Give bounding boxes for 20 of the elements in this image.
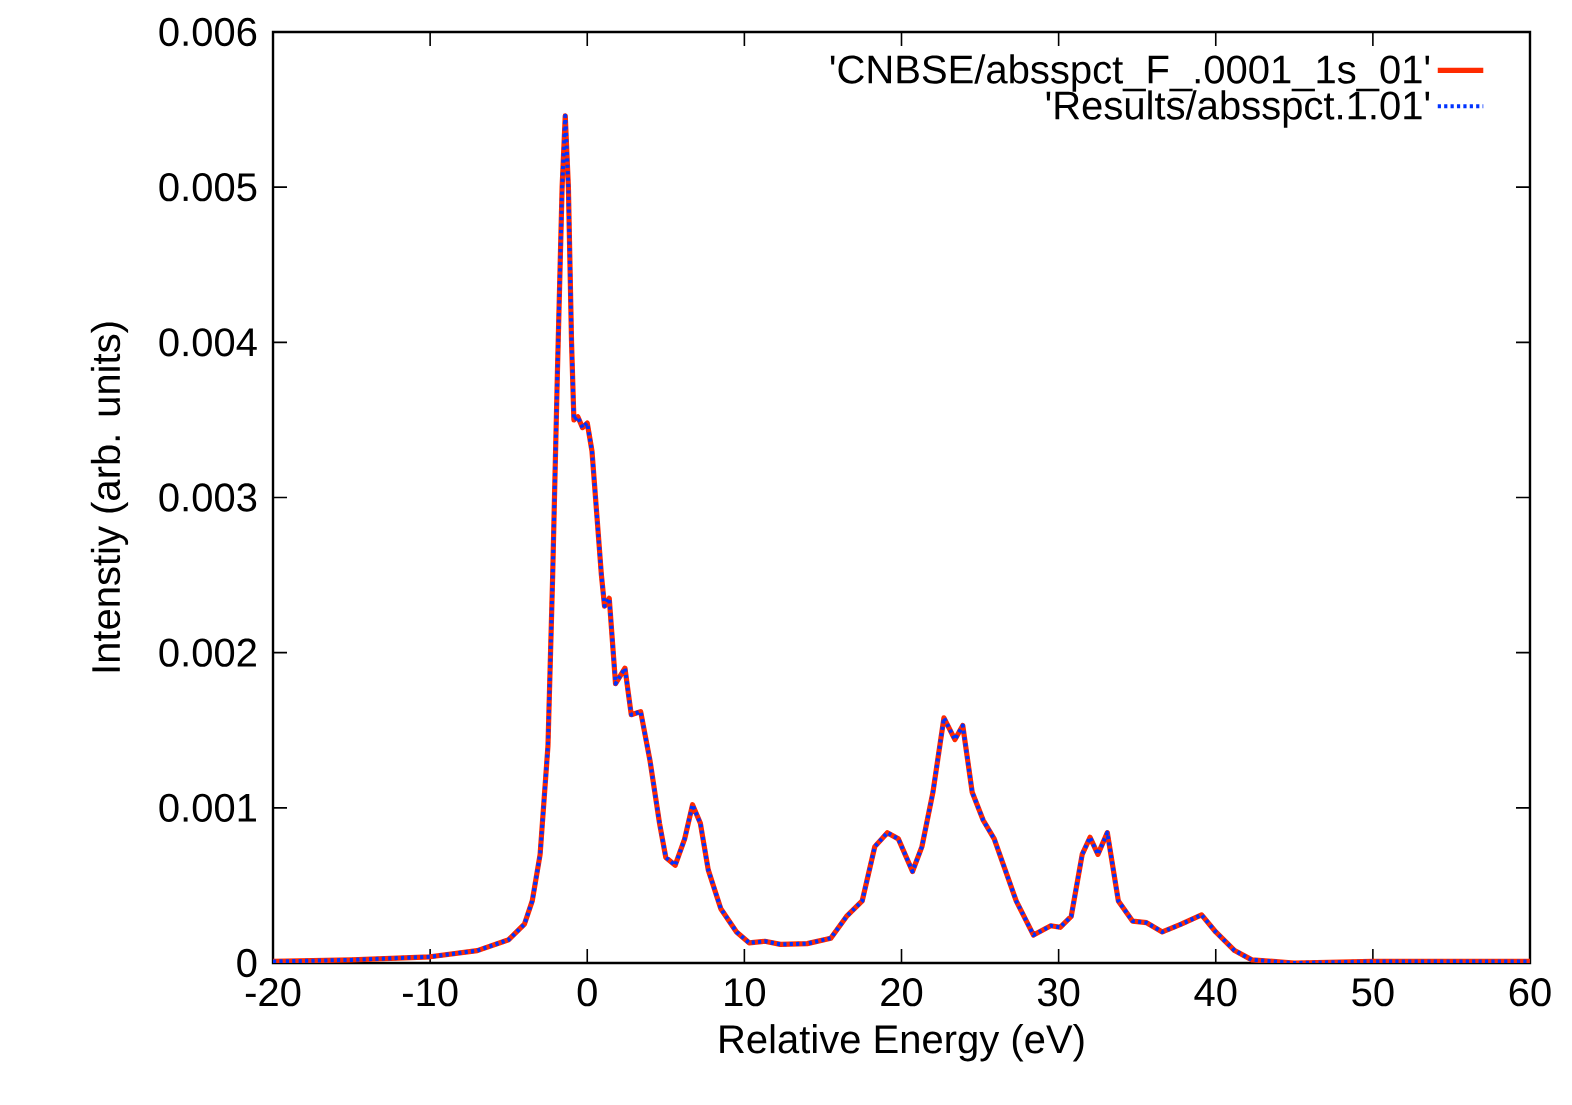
x-tick-label: 60: [1509, 978, 1551, 1007]
x-tick-label: 40: [1194, 978, 1237, 1007]
x-tick-label: 50: [1352, 978, 1394, 1007]
y-tick-label: 0.002: [159, 638, 256, 667]
y-tick-label: 0.006: [159, 17, 257, 47]
y-tick-label: 0.005: [159, 173, 257, 202]
y-tick-label: 0.004: [159, 328, 257, 357]
x-axis-title: Relative Energy (eV): [720, 1024, 1084, 1062]
y-tick-label: 0: [237, 948, 257, 978]
x-tick-label: -20: [245, 978, 301, 1007]
y-tick-label: 0.003: [159, 483, 257, 512]
x-tick-label: 10: [725, 978, 766, 1007]
y-tick-label: 0.001: [159, 793, 256, 822]
legend-label: 'CNBSE/absspct_F_.0001_1s_01': [830, 54, 1430, 92]
x-tick-label: 30: [1037, 978, 1080, 1007]
x-tick-label: 20: [881, 978, 923, 1007]
y-axis-title: Intenstiy (arb. units): [90, 322, 129, 672]
x-tick-label: -10: [403, 978, 458, 1007]
legend-label: 'Results/absspct.1.01': [1046, 90, 1430, 128]
x-tick-label: 0: [577, 978, 597, 1007]
